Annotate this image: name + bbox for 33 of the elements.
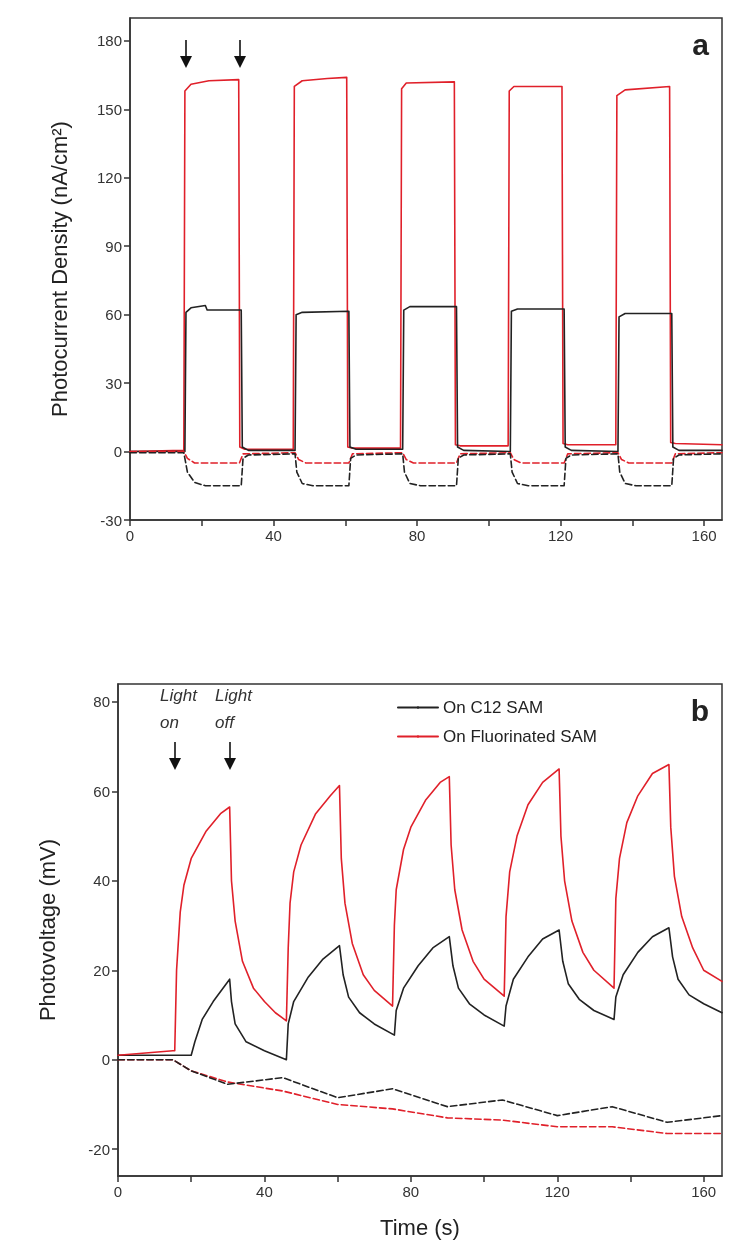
annotation: Light on	[160, 685, 199, 734]
y-tick-label: 80	[93, 693, 110, 711]
y-tick-label: 60	[93, 782, 110, 800]
x-tick-label: 40	[256, 1183, 273, 1200]
y-tick-label: -20	[88, 1140, 110, 1158]
legend-label: On Fluorinated SAM	[442, 727, 597, 746]
y-axis-title: Photovoltage (mV)	[34, 838, 60, 1022]
chart-title: a	[692, 27, 710, 61]
y-tick-label: 20	[93, 961, 110, 979]
line-series	[117, 763, 723, 1057]
y-tick-label: -30	[100, 511, 122, 529]
y-tick-label: 150	[96, 100, 122, 118]
y-tick-label: 40	[93, 872, 110, 890]
x-axis-title: Time (s)	[380, 1214, 460, 1240]
chart-title: b	[690, 693, 709, 727]
x-tick-label: 80	[402, 1183, 420, 1200]
y-tick-label: 30	[105, 374, 122, 392]
x-tick-label: 120	[548, 527, 574, 544]
y-axis-title: Photocurrent Density (nA/cm²)	[46, 121, 72, 417]
y-tick-label: 0	[113, 443, 122, 461]
annotation: Light off	[215, 685, 254, 734]
x-tick-label: 160	[691, 1183, 717, 1200]
y-tick-label: 60	[105, 306, 122, 324]
y-tick-label: 0	[101, 1051, 110, 1069]
x-tick-label: 160	[691, 527, 717, 544]
x-tick-label: 80	[408, 527, 426, 544]
y-tick-label: 90	[105, 237, 122, 255]
x-tick-label: 120	[544, 1183, 570, 1200]
x-tick-label: 40	[265, 527, 282, 544]
x-tick-label: 0	[125, 527, 135, 544]
legend-label: On C12 SAM	[442, 698, 544, 717]
y-tick-label: 120	[96, 169, 122, 187]
y-tick-label: 180	[96, 32, 122, 50]
